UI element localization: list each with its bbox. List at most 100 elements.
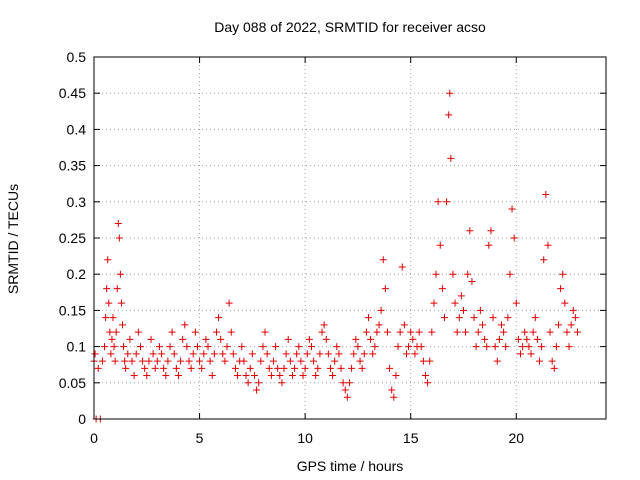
data-point bbox=[166, 343, 174, 351]
data-point bbox=[565, 343, 573, 351]
data-point bbox=[255, 379, 263, 387]
data-point bbox=[432, 270, 440, 278]
data-point bbox=[483, 343, 491, 351]
x-tick-label: 15 bbox=[403, 430, 419, 446]
data-point bbox=[424, 379, 432, 387]
y-tick-label: 0.05 bbox=[59, 375, 86, 391]
data-point bbox=[128, 357, 136, 365]
data-point bbox=[506, 270, 514, 278]
data-point bbox=[540, 256, 548, 264]
data-point bbox=[310, 357, 318, 365]
data-point bbox=[409, 335, 417, 343]
grid-lines bbox=[94, 57, 606, 419]
data-point bbox=[364, 314, 372, 322]
data-point bbox=[453, 328, 461, 336]
y-tick-label: 0.1 bbox=[67, 339, 87, 355]
data-point bbox=[440, 314, 448, 322]
data-point bbox=[478, 321, 486, 329]
data-point bbox=[546, 328, 554, 336]
chart-title: Day 088 of 2022, SRMTID for receiver acs… bbox=[214, 19, 486, 35]
data-point bbox=[474, 328, 482, 336]
data-point bbox=[134, 328, 142, 336]
data-point bbox=[143, 372, 151, 380]
data-point bbox=[345, 379, 353, 387]
data-point bbox=[457, 292, 465, 300]
data-point bbox=[139, 357, 147, 365]
data-point bbox=[234, 372, 242, 380]
data-point bbox=[164, 357, 172, 365]
data-point bbox=[221, 357, 229, 365]
data-point bbox=[500, 328, 508, 336]
data-point bbox=[512, 299, 520, 307]
data-point bbox=[455, 314, 463, 322]
data-point bbox=[112, 328, 120, 336]
data-point bbox=[136, 343, 144, 351]
y-axis-title: SRMTID / TECUs bbox=[5, 184, 21, 294]
data-point bbox=[392, 372, 400, 380]
data-point bbox=[121, 357, 129, 365]
data-point bbox=[350, 350, 358, 358]
data-point bbox=[299, 372, 307, 380]
data-point bbox=[174, 372, 182, 380]
data-point bbox=[523, 335, 531, 343]
data-point bbox=[177, 357, 185, 365]
data-point bbox=[172, 364, 180, 372]
data-point bbox=[561, 299, 569, 307]
data-point bbox=[291, 364, 299, 372]
data-point bbox=[516, 350, 524, 358]
y-tick-label: 0 bbox=[78, 411, 86, 427]
data-point bbox=[333, 343, 341, 351]
data-point bbox=[356, 357, 364, 365]
data-point bbox=[563, 328, 571, 336]
data-point bbox=[373, 328, 381, 336]
data-point bbox=[219, 350, 227, 358]
data-point bbox=[91, 350, 99, 358]
data-point bbox=[288, 372, 296, 380]
data-point bbox=[324, 350, 332, 358]
data-point bbox=[314, 364, 322, 372]
data-point bbox=[415, 328, 423, 336]
data-point bbox=[552, 343, 560, 351]
data-point bbox=[508, 205, 516, 213]
data-point bbox=[132, 350, 140, 358]
data-point bbox=[531, 314, 539, 322]
data-point bbox=[274, 364, 282, 372]
data-point bbox=[198, 364, 206, 372]
data-points bbox=[90, 89, 581, 423]
data-point bbox=[183, 343, 191, 351]
data-point bbox=[246, 364, 254, 372]
data-point bbox=[388, 386, 396, 394]
data-point bbox=[191, 328, 199, 336]
data-point bbox=[379, 256, 387, 264]
data-point bbox=[210, 350, 218, 358]
data-point bbox=[263, 350, 271, 358]
data-point bbox=[153, 357, 161, 365]
data-point bbox=[430, 299, 438, 307]
data-point bbox=[411, 350, 419, 358]
data-point bbox=[377, 306, 385, 314]
data-point bbox=[253, 386, 261, 394]
data-point bbox=[98, 357, 106, 365]
data-point bbox=[116, 270, 124, 278]
data-point bbox=[421, 372, 429, 380]
data-point bbox=[122, 364, 130, 372]
y-tick-label: 0.25 bbox=[59, 230, 86, 246]
data-point bbox=[567, 321, 575, 329]
data-point bbox=[101, 343, 109, 351]
data-point bbox=[179, 335, 187, 343]
data-point bbox=[119, 321, 127, 329]
data-point bbox=[113, 285, 121, 293]
x-tick-label: 5 bbox=[196, 430, 204, 446]
data-point bbox=[398, 263, 406, 271]
data-point bbox=[400, 321, 408, 329]
data-point bbox=[204, 343, 212, 351]
data-point bbox=[354, 343, 362, 351]
data-point bbox=[259, 343, 267, 351]
data-point bbox=[111, 357, 119, 365]
data-point bbox=[464, 270, 472, 278]
data-point bbox=[105, 299, 113, 307]
data-point bbox=[341, 386, 349, 394]
data-point bbox=[225, 299, 233, 307]
data-point bbox=[417, 343, 425, 351]
